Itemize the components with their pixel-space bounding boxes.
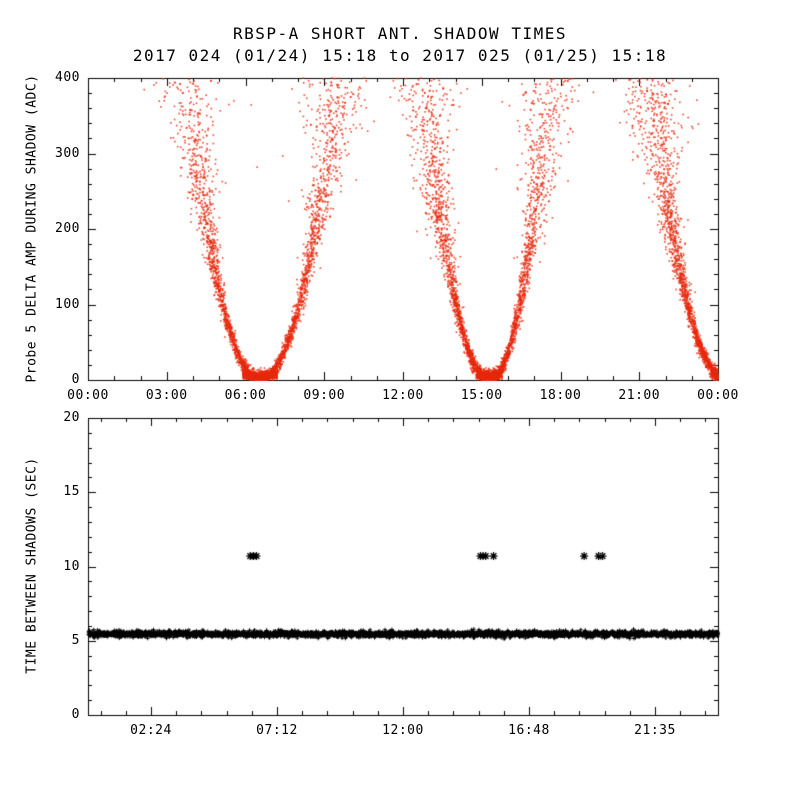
y-tick-label: 15 [63,484,80,500]
x-tick-label: 15:00 [460,388,503,403]
y-tick-label: 200 [55,221,80,236]
x-tick-label: 07:12 [256,723,298,738]
x-tick-label: 00:00 [697,388,739,403]
x-tick-label: 21:00 [618,388,661,403]
chart-subtitle: 2017 024 (01/24) 15:18 to 2017 025 (01/2… [132,46,668,65]
x-tick-label: 12:00 [382,723,424,738]
y-tick-label: 5 [71,632,80,648]
y-tick-label: 10 [63,558,80,574]
x-tick-label: 18:00 [539,388,582,403]
x-tick-label: 21:35 [634,723,676,738]
y-tick-label: 300 [55,145,80,161]
x-tick-label: 06:00 [224,388,267,403]
chart-title: RBSP-A SHORT ANT. SHADOW TIMES [233,24,567,43]
y-tick-label: 20 [63,410,80,425]
x-tick-label: 00:00 [67,388,109,403]
y-tick-label: 0 [71,372,80,387]
x-tick-label: 16:48 [508,723,550,738]
x-tick-label: 03:00 [145,388,188,403]
y-tick-label: 100 [55,296,80,312]
x-tick-label: 12:00 [382,388,424,403]
x-tick-label: 02:24 [130,723,172,738]
y-tick-label: 0 [71,707,80,722]
x-tick-label: 09:00 [303,388,346,403]
y-tick-label: 400 [55,70,80,85]
